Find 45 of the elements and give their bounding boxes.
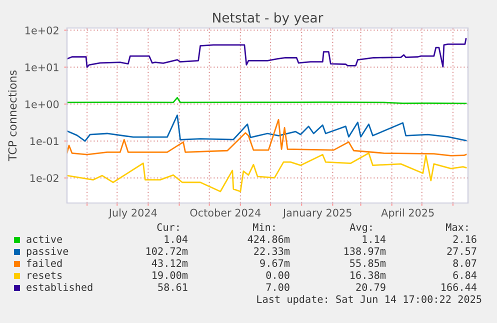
text: 20.79 xyxy=(356,283,386,291)
text: 55.85m xyxy=(350,259,386,267)
x-tick-label: October 2024 xyxy=(190,208,261,217)
text: 27.57 xyxy=(447,247,476,255)
text: Avg: xyxy=(350,223,372,233)
y-tick-label: 1e-01 xyxy=(30,137,58,146)
y-tick-label: 1e-02 xyxy=(30,174,58,182)
text: Max: xyxy=(446,223,468,231)
text: 19.00m xyxy=(152,271,188,279)
line-series xyxy=(67,118,467,156)
legend-label: established xyxy=(26,283,92,291)
legend-label: passive xyxy=(26,247,68,257)
line-series xyxy=(67,152,467,192)
text: 424.86m xyxy=(248,235,290,243)
y-tick-label: 1e+02 xyxy=(25,26,58,34)
text: Cur: xyxy=(157,223,179,231)
text: 166.44 xyxy=(442,283,477,291)
text: 43.12m xyxy=(152,259,188,267)
y-axis-title: TCP connections xyxy=(8,70,17,162)
line-series xyxy=(67,38,467,68)
text: 58.61 xyxy=(158,283,188,291)
y-tick-label: 1e+00 xyxy=(25,100,59,108)
legend-label: resets xyxy=(28,272,62,279)
x-tick-label: July 2024 xyxy=(108,208,157,219)
text: 138.97m xyxy=(344,247,386,255)
line-series xyxy=(67,114,467,142)
text: 1.04 xyxy=(164,235,188,243)
text: 102.72m xyxy=(146,247,188,255)
legend-label: failed xyxy=(26,259,62,267)
text: Min: xyxy=(253,223,275,231)
text: 6.84 xyxy=(453,271,477,279)
text: 22.33m xyxy=(254,247,290,255)
text: 1.14 xyxy=(362,235,386,243)
y-tick-label: 1e+01 xyxy=(25,63,58,72)
text: Last update: Sat Jun 14 17:00:22 2025 xyxy=(257,295,482,305)
x-tick-label: April 2025 xyxy=(381,208,434,219)
text: 16.38m xyxy=(350,271,386,279)
chart-title: Netstat - by year xyxy=(213,12,324,26)
text: 7.00 xyxy=(266,283,290,291)
text: 8.07 xyxy=(453,259,476,267)
x-tick-label: January 2025 xyxy=(282,208,352,219)
text: 9.67m xyxy=(260,259,290,267)
text: 2.16 xyxy=(453,235,476,243)
text: 0.00 xyxy=(266,271,290,279)
legend-label: active xyxy=(26,235,62,243)
